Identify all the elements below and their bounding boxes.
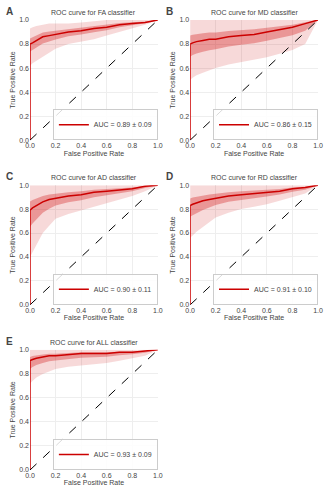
svg-text:0.8: 0.8 xyxy=(288,142,298,149)
svg-text:0.6: 0.6 xyxy=(262,307,272,314)
svg-text:1.0: 1.0 xyxy=(19,16,29,23)
svg-text:0.0: 0.0 xyxy=(179,137,189,144)
svg-text:True Positive Rate: True Positive Rate xyxy=(169,216,176,273)
svg-text:0.6: 0.6 xyxy=(262,142,272,149)
svg-text:0.6: 0.6 xyxy=(19,394,29,401)
svg-text:0.8: 0.8 xyxy=(179,40,189,47)
svg-text:C: C xyxy=(6,171,13,182)
svg-text:0.8: 0.8 xyxy=(19,206,29,213)
svg-text:0.2: 0.2 xyxy=(19,442,29,449)
svg-text:0.4: 0.4 xyxy=(179,89,189,96)
svg-text:ROC curve for RD classifier: ROC curve for RD classifier xyxy=(211,174,298,181)
svg-text:1.0: 1.0 xyxy=(19,182,29,189)
svg-text:0.8: 0.8 xyxy=(19,370,29,377)
svg-text:AUC = 0.86 ± 0.15: AUC = 0.86 ± 0.15 xyxy=(254,121,312,128)
svg-text:0.0: 0.0 xyxy=(19,137,29,144)
svg-text:0.0: 0.0 xyxy=(185,142,195,149)
svg-text:0.4: 0.4 xyxy=(76,142,86,149)
svg-text:1.0: 1.0 xyxy=(153,142,163,149)
svg-text:0.0: 0.0 xyxy=(185,307,195,314)
svg-text:0.6: 0.6 xyxy=(179,229,189,236)
svg-text:1.0: 1.0 xyxy=(19,346,29,353)
svg-text:0.6: 0.6 xyxy=(179,65,189,72)
svg-text:True Positive Rate: True Positive Rate xyxy=(9,381,16,438)
svg-text:0.4: 0.4 xyxy=(179,253,189,260)
svg-text:E: E xyxy=(6,336,13,347)
svg-text:0.0: 0.0 xyxy=(19,466,29,473)
svg-text:0.4: 0.4 xyxy=(76,307,86,314)
svg-text:D: D xyxy=(166,171,173,182)
svg-text:ROC curve for AD classifier: ROC curve for AD classifier xyxy=(51,174,137,181)
svg-text:False Positive Rate: False Positive Rate xyxy=(64,314,124,321)
svg-text:0.0: 0.0 xyxy=(25,307,35,314)
svg-text:0.0: 0.0 xyxy=(25,472,35,479)
svg-text:0.8: 0.8 xyxy=(127,472,137,479)
svg-text:False Positive Rate: False Positive Rate xyxy=(64,479,124,486)
svg-text:0.2: 0.2 xyxy=(51,472,61,479)
svg-text:False Positive Rate: False Positive Rate xyxy=(64,150,124,157)
svg-text:0.6: 0.6 xyxy=(102,307,112,314)
svg-text:0.2: 0.2 xyxy=(211,142,221,149)
svg-text:AUC = 0.89 ± 0.09: AUC = 0.89 ± 0.09 xyxy=(94,121,152,128)
svg-text:0.4: 0.4 xyxy=(19,253,29,260)
svg-text:True Positive Rate: True Positive Rate xyxy=(9,216,16,273)
svg-text:1.0: 1.0 xyxy=(313,142,323,149)
svg-text:0.6: 0.6 xyxy=(102,472,112,479)
svg-text:0.8: 0.8 xyxy=(19,40,29,47)
svg-text:True Positive Rate: True Positive Rate xyxy=(9,51,16,108)
svg-text:0.4: 0.4 xyxy=(236,307,246,314)
svg-text:0.2: 0.2 xyxy=(211,307,221,314)
svg-text:A: A xyxy=(6,6,13,17)
svg-text:0.4: 0.4 xyxy=(236,142,246,149)
svg-text:AUC = 0.93 ± 0.09: AUC = 0.93 ± 0.09 xyxy=(94,451,152,458)
svg-text:AUC = 0.91 ± 0.10: AUC = 0.91 ± 0.10 xyxy=(254,286,312,293)
svg-text:0.4: 0.4 xyxy=(19,418,29,425)
svg-text:0.0: 0.0 xyxy=(25,142,35,149)
svg-text:0.0: 0.0 xyxy=(179,301,189,308)
svg-text:1.0: 1.0 xyxy=(313,307,323,314)
svg-text:False Positive Rate: False Positive Rate xyxy=(224,314,284,321)
svg-text:0.8: 0.8 xyxy=(288,307,298,314)
svg-text:0.4: 0.4 xyxy=(76,472,86,479)
svg-text:0.6: 0.6 xyxy=(102,142,112,149)
svg-text:0.2: 0.2 xyxy=(51,307,61,314)
svg-text:0.0: 0.0 xyxy=(19,301,29,308)
svg-text:B: B xyxy=(166,6,173,17)
svg-text:AUC = 0.90 ± 0.11: AUC = 0.90 ± 0.11 xyxy=(94,286,151,293)
svg-text:0.2: 0.2 xyxy=(19,113,29,120)
svg-text:0.2: 0.2 xyxy=(179,277,189,284)
svg-text:0.8: 0.8 xyxy=(127,307,137,314)
svg-text:True Positive Rate: True Positive Rate xyxy=(169,51,176,108)
svg-text:0.2: 0.2 xyxy=(51,142,61,149)
svg-text:0.2: 0.2 xyxy=(179,113,189,120)
svg-text:1.0: 1.0 xyxy=(153,472,163,479)
svg-text:0.6: 0.6 xyxy=(19,65,29,72)
svg-text:1.0: 1.0 xyxy=(153,307,163,314)
svg-text:0.2: 0.2 xyxy=(19,277,29,284)
svg-text:ROC curve for MD classifier: ROC curve for MD classifier xyxy=(211,9,298,16)
svg-text:1.0: 1.0 xyxy=(179,16,189,23)
svg-text:ROC curve for ALL classifier: ROC curve for ALL classifier xyxy=(50,339,138,346)
svg-text:0.4: 0.4 xyxy=(19,89,29,96)
svg-text:0.6: 0.6 xyxy=(19,229,29,236)
svg-text:ROC curve for FA classifier: ROC curve for FA classifier xyxy=(51,9,136,16)
svg-text:False Positive Rate: False Positive Rate xyxy=(224,150,284,157)
svg-text:0.8: 0.8 xyxy=(127,142,137,149)
svg-text:1.0: 1.0 xyxy=(179,182,189,189)
svg-text:0.8: 0.8 xyxy=(179,206,189,213)
